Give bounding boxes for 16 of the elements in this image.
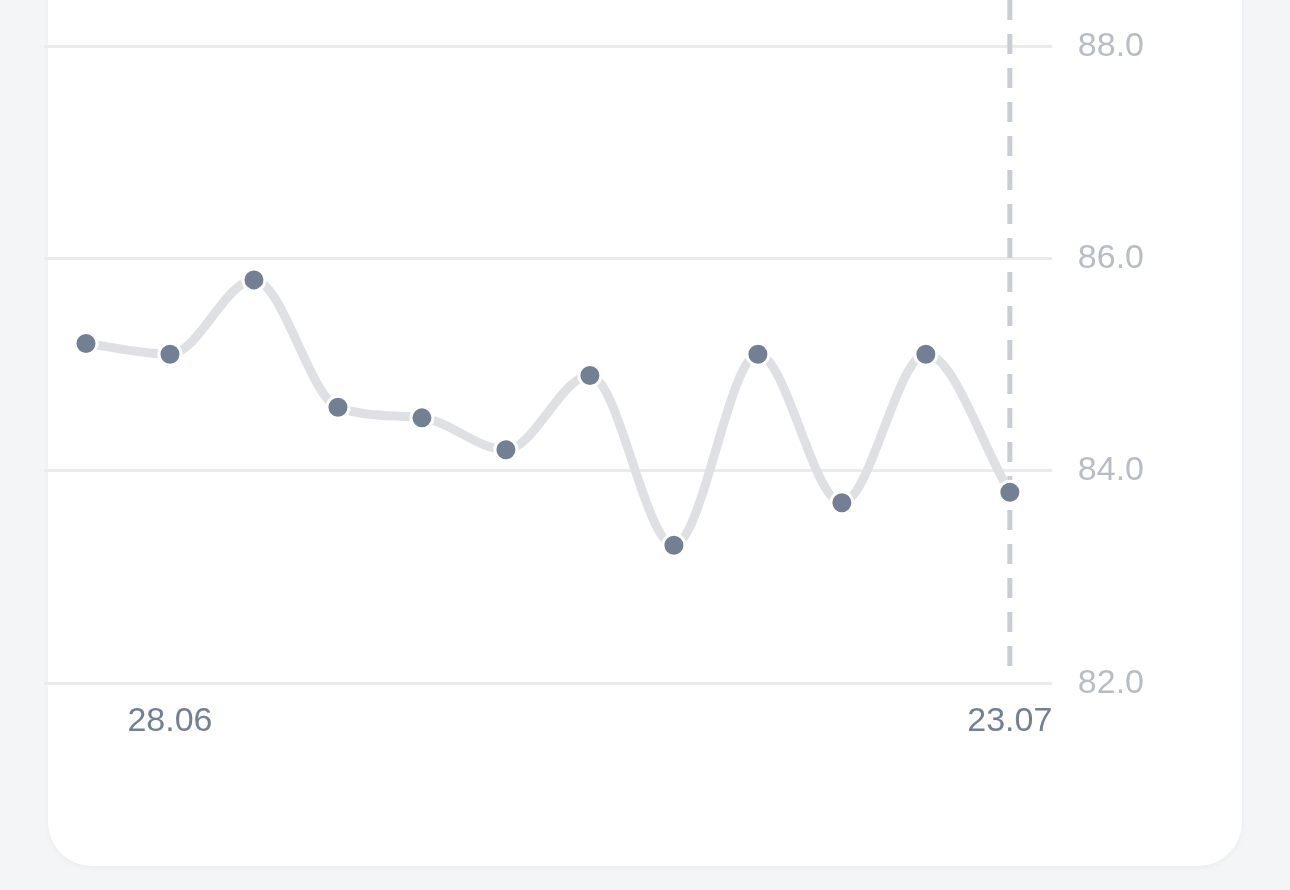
point xyxy=(241,267,267,293)
point xyxy=(661,532,687,558)
point xyxy=(997,479,1023,505)
point xyxy=(913,341,939,367)
y-tick-label: 88.0 xyxy=(1077,24,1145,63)
point xyxy=(325,394,351,420)
point xyxy=(745,341,771,367)
y-tick-label: 82.0 xyxy=(1077,661,1145,700)
point xyxy=(829,490,855,516)
y-tick-label: 86.0 xyxy=(1077,237,1145,276)
point xyxy=(409,405,435,431)
y-tick-label: 84.0 xyxy=(1077,449,1145,488)
point xyxy=(493,437,519,463)
point xyxy=(157,341,183,367)
x-tick-label: 23.07 xyxy=(967,699,1053,738)
x-tick-label: 28.06 xyxy=(127,699,213,738)
